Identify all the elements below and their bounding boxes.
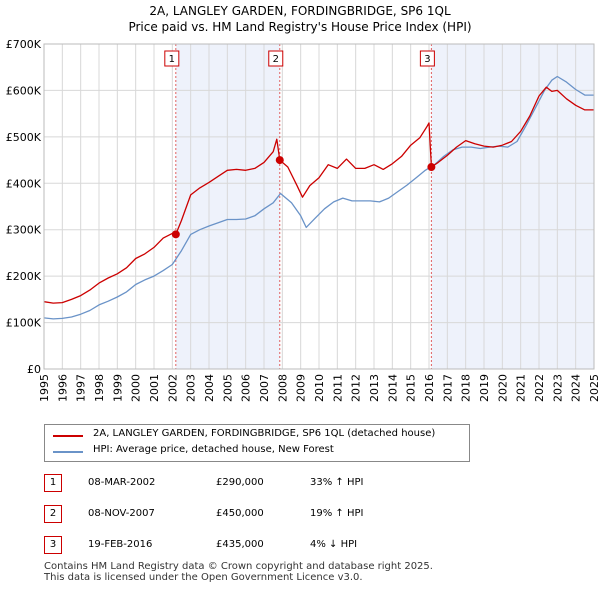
x-tick-label: 2004 <box>203 374 216 402</box>
sale-number: 2 <box>44 505 62 523</box>
x-tick-label: 2008 <box>276 374 289 402</box>
x-tick-label: 2020 <box>496 374 509 402</box>
x-tick-label: 2015 <box>405 374 418 402</box>
sale-date: 08-NOV-2007 <box>88 508 155 519</box>
sale-label-box <box>164 50 180 67</box>
y-tick-label: £700K <box>6 38 42 51</box>
x-tick-label: 2005 <box>221 374 234 402</box>
x-tick-label: 2002 <box>166 374 179 402</box>
x-tick-label: 2021 <box>515 374 528 402</box>
y-tick-label: £200K <box>6 270 42 283</box>
y-tick-label: £100K <box>6 317 42 330</box>
chart-subtitle: Price paid vs. HM Land Registry's House … <box>128 20 472 34</box>
footer-copyright: Contains HM Land Registry data © Crown c… <box>44 561 433 572</box>
y-tick-label: £300K <box>6 224 42 237</box>
chart-title: 2A, LANGLEY GARDEN, FORDINGBRIDGE, SP6 1… <box>149 4 451 18</box>
legend: 2A, LANGLEY GARDEN, FORDINGBRIDGE, SP6 1… <box>44 424 470 462</box>
sale-label-number: 2 <box>273 54 279 65</box>
legend-line-price <box>53 435 83 437</box>
sale-label-box <box>268 50 284 67</box>
sale-hpi-change: 19% ↑ HPI <box>310 508 364 519</box>
hpi-line <box>43 75 594 320</box>
x-tick-label: 2022 <box>533 374 546 402</box>
sale-price: £290,000 <box>216 477 264 488</box>
x-tick-label: 1995 <box>38 374 51 402</box>
sale-label-box <box>419 50 435 67</box>
sale-number: 1 <box>44 474 62 492</box>
sale-hpi-change: 33% ↑ HPI <box>310 477 364 488</box>
sale-number: 3 <box>44 536 62 554</box>
y-tick-label: £0 <box>27 363 41 376</box>
sale-hpi-change: 4% ↓ HPI <box>310 539 358 550</box>
sale-label-number: 3 <box>424 54 430 65</box>
sale-point <box>275 156 284 165</box>
sale-label-number: 1 <box>169 54 175 65</box>
x-tick-label: 2017 <box>441 374 454 402</box>
sale-date: 08-MAR-2002 <box>88 477 156 488</box>
price-paid-line <box>43 86 594 304</box>
x-tick-label: 1996 <box>56 374 69 402</box>
x-tick-label: 2023 <box>551 374 564 402</box>
legend-line-hpi <box>53 451 83 453</box>
ownership-period-shade <box>431 44 594 369</box>
x-tick-label: 2012 <box>350 374 363 402</box>
x-tick-label: 2025 <box>588 374 600 402</box>
x-tick-label: 2000 <box>130 374 143 402</box>
x-tick-label: 2009 <box>295 374 308 402</box>
footer-licence: This data is licensed under the Open Gov… <box>44 572 363 583</box>
x-tick-label: 2001 <box>148 374 161 402</box>
sale-point <box>171 230 180 239</box>
legend-label-hpi: HPI: Average price, detached house, New … <box>93 444 334 455</box>
legend-label-price: 2A, LANGLEY GARDEN, FORDINGBRIDGE, SP6 1… <box>93 428 436 439</box>
sale-price: £435,000 <box>216 539 264 550</box>
x-tick-label: 2019 <box>478 374 491 402</box>
x-tick-label: 2011 <box>331 374 344 402</box>
x-tick-label: 2013 <box>368 374 381 402</box>
sale-date: 19-FEB-2016 <box>88 539 153 550</box>
x-tick-label: 1999 <box>111 374 124 402</box>
sale-price: £450,000 <box>216 508 264 519</box>
y-tick-label: £400K <box>6 177 42 190</box>
plot-border <box>43 43 595 370</box>
price-chart: £0 £100K £200K £300K £400K £500K £600K £700K 199… <box>6 38 600 402</box>
x-tick-label: 1997 <box>75 374 88 402</box>
x-tick-label: 2018 <box>460 374 473 402</box>
x-tick-label: 2003 <box>185 374 198 402</box>
y-tick-label: £600K <box>6 84 42 97</box>
x-tick-label: 2016 <box>423 374 436 402</box>
y-tick-label: £500K <box>6 131 42 144</box>
x-tick-label: 2010 <box>313 374 326 402</box>
x-tick-label: 2007 <box>258 374 271 402</box>
x-tick-label: 2014 <box>386 374 399 402</box>
x-tick-label: 2024 <box>570 374 583 402</box>
sale-point <box>427 163 436 172</box>
x-tick-label: 2006 <box>240 374 253 402</box>
x-tick-label: 1998 <box>93 374 106 402</box>
